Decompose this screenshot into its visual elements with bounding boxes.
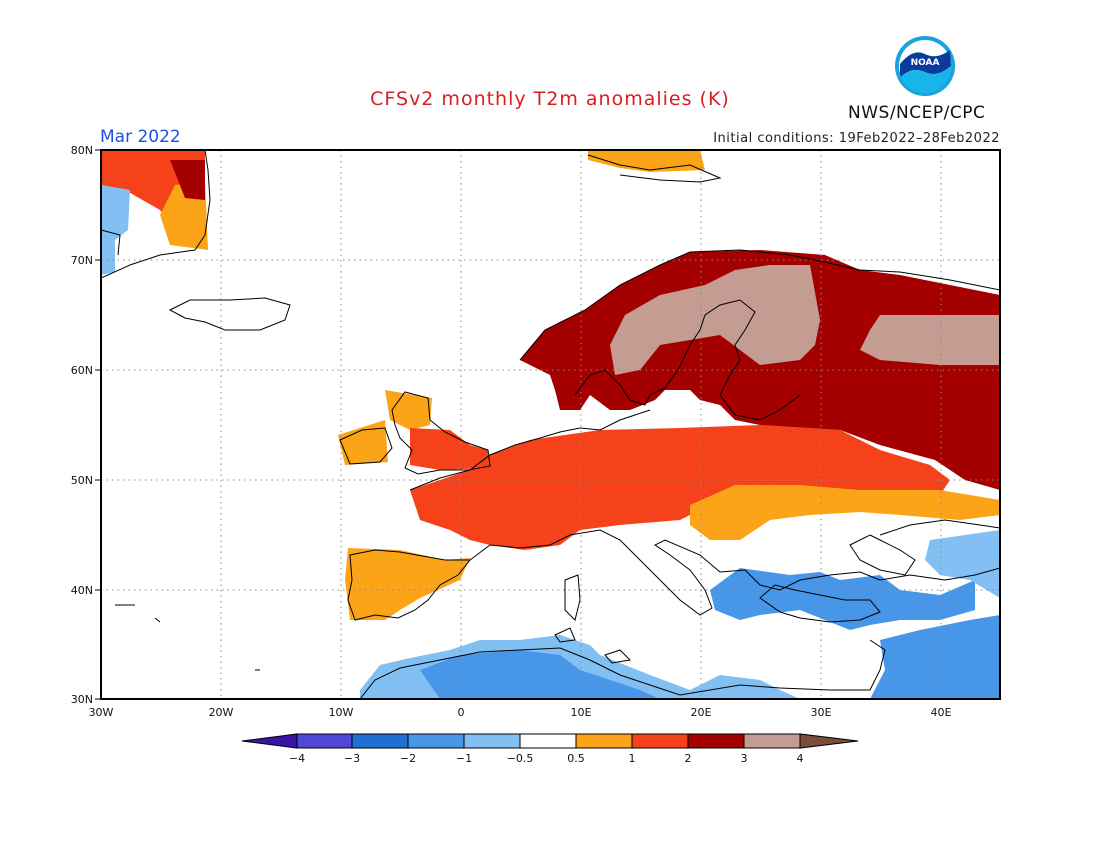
russia-extreme-anomaly	[860, 315, 1000, 365]
middle-east-cold-anomaly	[870, 615, 1000, 699]
colorbar-arrow-low	[241, 733, 298, 749]
balkans-mild-anomaly	[690, 485, 1000, 540]
lon-label-30w: 30W	[89, 706, 114, 719]
scandinavia-extreme-anomaly	[610, 265, 820, 375]
coastlines	[101, 150, 1000, 699]
colorbar-label: −4	[289, 752, 305, 765]
anomaly-field	[101, 150, 1000, 699]
noaa-logo: NOAA	[895, 36, 955, 96]
lat-label-50n: 50N	[71, 474, 93, 487]
colorbar-bin-3	[407, 733, 465, 749]
north-africa-cooler-anomaly	[420, 650, 660, 699]
colorbar-bin-1	[296, 733, 353, 749]
lat-label-30n: 30N	[71, 693, 93, 706]
ireland-mild-anomaly	[338, 420, 388, 465]
colorbar-label: 1	[629, 752, 636, 765]
colorbar-label: −0.5	[507, 752, 534, 765]
map-title: CFSv2 monthly T2m anomalies (K)	[370, 88, 730, 110]
lon-label-10w: 10W	[329, 706, 354, 719]
greenland-cold-anomaly	[101, 185, 130, 275]
england-warm-anomaly	[410, 428, 488, 470]
lat-label-60n: 60N	[71, 364, 93, 377]
lat-label-80n: 80N	[71, 144, 93, 157]
colorbar-arrow-high	[799, 733, 859, 749]
colorbar-label: −1	[456, 752, 472, 765]
colorbar-bin-9	[743, 733, 801, 749]
longitude-labels: 30W 20W 10W 0 10E 20E 30E 40E	[89, 706, 952, 719]
colorbar-bin-7	[631, 733, 689, 749]
iberia-mild-anomaly	[345, 548, 470, 620]
noaa-logo-text: NOAA	[911, 58, 940, 68]
colorbar-bin-8	[687, 733, 745, 749]
lat-label-40n: 40N	[71, 584, 93, 597]
lon-label-30e: 30E	[811, 706, 832, 719]
plot-frame	[100, 149, 1001, 700]
initial-conditions-label: Initial conditions: 19Feb2022–28Feb2022	[713, 131, 1000, 146]
latitude-labels: 30N 40N 50N 60N 70N 80N	[71, 144, 101, 706]
lon-label-0: 0	[458, 706, 465, 719]
colorbar	[241, 733, 859, 749]
lon-label-20e: 20E	[691, 706, 712, 719]
colorbar-bin-4	[463, 733, 521, 749]
europe-warm-anomaly	[410, 425, 950, 550]
colorbar-label: 2	[685, 752, 692, 765]
lat-label-70n: 70N	[71, 254, 93, 267]
colorbar-label: 0.5	[567, 752, 585, 765]
colorbar-bin-2	[351, 733, 409, 749]
lon-label-10e: 10E	[571, 706, 592, 719]
valid-month-label: Mar 2022	[100, 127, 181, 147]
colorbar-bin-5	[519, 733, 577, 749]
agency-label: NWS/NCEP/CPC	[848, 103, 986, 123]
lon-label-40e: 40E	[931, 706, 952, 719]
graticule	[101, 150, 1000, 699]
colorbar-bin-6	[575, 733, 633, 749]
scotland-mild-anomaly	[385, 390, 432, 430]
greenland-dark-warm	[170, 160, 205, 200]
colorbar-label: 3	[741, 752, 748, 765]
lon-label-20w: 20W	[209, 706, 234, 719]
caspian-cold-anomaly	[925, 530, 1000, 598]
colorbar-label: 4	[797, 752, 804, 765]
colorbar-label: −2	[400, 752, 416, 765]
colorbar-labels: −4 −3 −2 −1 −0.5 0.5 1 2 3 4	[289, 752, 804, 765]
colorbar-label: −3	[344, 752, 360, 765]
